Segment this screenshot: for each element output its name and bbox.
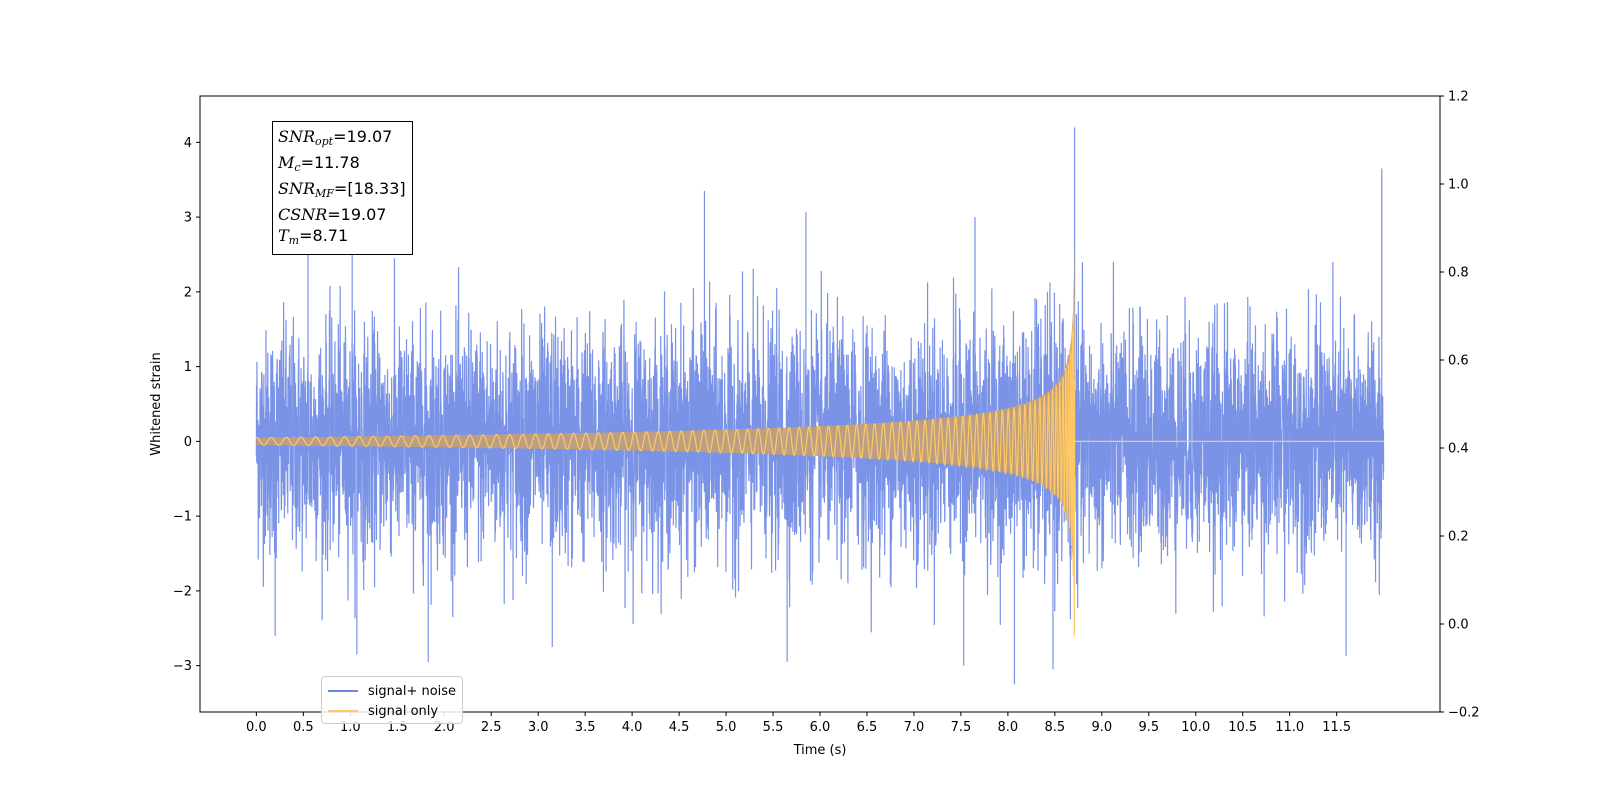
chirp-mass-line: Mc=11.78 (278, 153, 360, 174)
plot-layer (255, 127, 1385, 685)
x-tick-label: 4.0 (622, 720, 643, 735)
x-tick-label: 11.5 (1322, 720, 1351, 735)
x-tick-label: 11.0 (1275, 720, 1304, 735)
x-tick-label: 0.0 (246, 720, 267, 735)
y-tick-label: −3 (173, 659, 192, 674)
x-tick-label: 3.0 (528, 720, 549, 735)
y2-tick-label: 0.4 (1448, 442, 1469, 457)
series-signal-only-envelope (256, 239, 1075, 633)
series-signal-noise (255, 127, 1385, 685)
snr-info-box: SNRopt=19.07 Mc=11.78 SNRMF=[18.33] CSNR… (272, 121, 413, 255)
x-tick-label: 6.5 (857, 720, 878, 735)
x-tick-label: 10.5 (1228, 720, 1257, 735)
snr-mf-line: SNRMF=[18.33] (278, 179, 406, 200)
x-tick-label: 5.5 (763, 720, 784, 735)
y2-tick-label: 0.6 (1448, 354, 1469, 369)
x-axis-label: Time (s) (793, 743, 847, 758)
x-tick-label: 5.0 (716, 720, 737, 735)
x-tick-label: 9.5 (1138, 720, 1159, 735)
x-tick-label: 7.0 (904, 720, 925, 735)
legend-item-signal-only: signal only (328, 701, 456, 721)
y-tick-label: −1 (173, 510, 192, 525)
x-tick-label: 2.5 (481, 720, 502, 735)
x-tick-label: 0.5 (293, 720, 314, 735)
x-tick-label: 8.5 (1045, 720, 1066, 735)
y-tick-label: −2 (173, 584, 192, 599)
x-tick-label: 9.0 (1091, 720, 1112, 735)
y2-tick-label: −0.2 (1448, 706, 1480, 721)
x-tick-label: 3.5 (575, 720, 596, 735)
legend-swatch-signal-only (328, 710, 358, 712)
y-tick-label: 1 (184, 360, 192, 375)
legend-label-signal-noise: signal+ noise (368, 683, 457, 699)
snr-opt-line: SNRopt=19.07 (278, 127, 393, 148)
csnr-line: CSNR=19.07 (278, 205, 387, 224)
y-tick-label: 0 (184, 435, 192, 450)
merger-time-line: Tm=8.71 (278, 226, 349, 247)
y2-tick-label: 1.0 (1448, 178, 1469, 193)
x-tick-label: 10.0 (1181, 720, 1210, 735)
y-tick-label: 2 (184, 285, 192, 300)
series-signal-only (256, 296, 1384, 637)
y2-tick-label: 0.0 (1448, 618, 1469, 633)
x-tick-label: 6.0 (810, 720, 831, 735)
x-tick-label: 7.5 (951, 720, 972, 735)
legend: signal+ noise signal only (321, 676, 464, 724)
x-tick-label: 4.5 (669, 720, 690, 735)
y2-tick-label: 0.2 (1448, 530, 1469, 545)
y-axis-label: Whitened strain (149, 352, 164, 455)
y2-tick-label: 0.8 (1448, 266, 1469, 281)
legend-swatch-signal-noise (328, 690, 358, 692)
legend-item-signal-noise: signal+ noise (328, 681, 456, 701)
y2-tick-label: 1.2 (1448, 90, 1469, 105)
legend-label-signal-only: signal only (368, 703, 439, 719)
x-tick-label: 8.0 (998, 720, 1019, 735)
y-tick-label: 4 (184, 136, 192, 151)
y-tick-label: 3 (184, 211, 192, 226)
